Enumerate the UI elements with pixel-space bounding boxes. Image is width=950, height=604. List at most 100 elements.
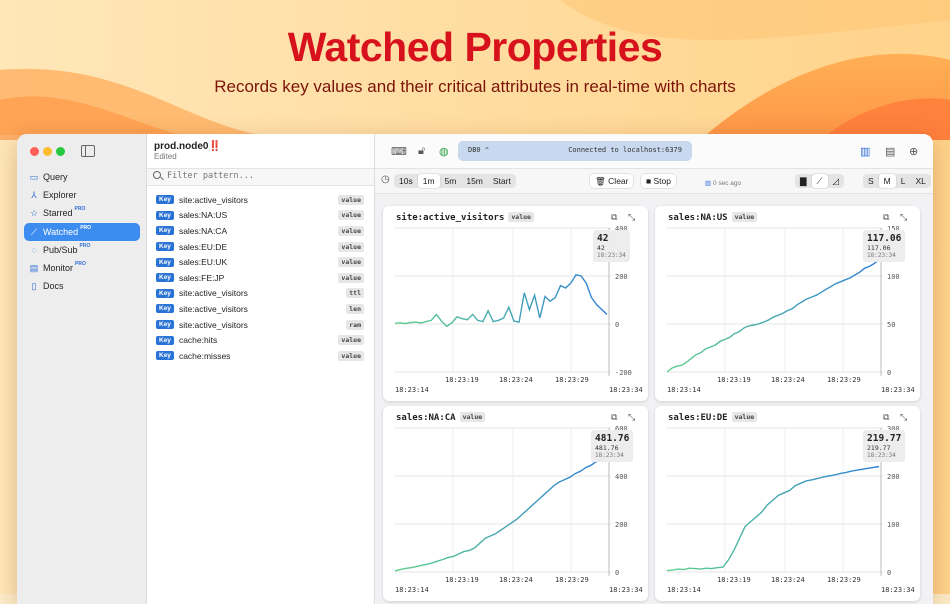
stop-icon: ■ [646,176,652,186]
chart-tag: value [731,212,758,222]
readout-value-small: 219.77 [867,444,891,452]
connection-name[interactable]: prod.node0‼️ [154,141,221,152]
readout-time: 18:23:34 [597,252,626,259]
sidebar-item-label: Starred [43,208,73,219]
star-icon: ☆ [29,208,39,219]
key-row[interactable]: Key sales:NA:CA value [156,223,364,239]
database-label: DB0 ⌃ [468,146,490,154]
minimize-window-button[interactable] [43,147,52,156]
main-area: ⌨ 🔓︎ ◍ DB0 ⌃ Connected to localhost:6379… [375,134,933,604]
readout-time: 18:23:34 [867,452,896,459]
keyboard-icon[interactable]: ⌨ [391,146,407,158]
filter-input[interactable] [167,170,367,182]
key-row[interactable]: Key site:active_visitors value [156,192,364,208]
range-option[interactable]: Start [492,176,511,186]
key-row[interactable]: Key site:active_visitors len [156,301,364,317]
chart-icon: ⟋ [30,226,38,237]
key-row[interactable]: Key sales:FE:JP value [156,270,364,286]
zoom-icon[interactable]: ⊕ [909,146,919,158]
close-window-button[interactable] [30,147,39,156]
duplicate-icon[interactable]: ⧉ [611,212,618,222]
sidebar-item-watched[interactable]: ⟋ Watched PRO [24,222,140,241]
clock-icon: ◷ [381,174,390,185]
sidebar-item-starred[interactable]: ☆ Starred PRO [24,204,140,222]
sidebar-item-monitor[interactable]: ▤ Monitor PRO [24,259,140,277]
key-name: sales:EU:UK [178,257,228,268]
line-chart-icon[interactable]: ⟋ [811,174,828,188]
sidebar-toggle-icon[interactable] [81,145,95,157]
search-icon [153,171,161,179]
range-option[interactable]: 1m [417,174,440,188]
area-chart-icon[interactable]: ◿ [832,176,840,186]
size-option[interactable]: S [868,176,874,186]
sidebar-item-explorer[interactable]: ⅄ Explorer [24,186,140,204]
sidebar-item-docs[interactable]: ▯ Docs [24,277,140,295]
duplicate-icon[interactable]: ⧉ [611,412,618,422]
sidebar-item-pubsub[interactable]: ◌ Pub/Sub PRO [24,241,140,259]
y-tick-label: 300 [887,425,900,433]
readout-value-small: 117.06 [867,244,891,252]
size-selector: S M L XL [863,174,931,188]
database-selector[interactable]: DB0 ⌃ Connected to localhost:6379 [458,141,692,161]
clear-button[interactable]: 🗑︎ Clear [590,174,634,188]
expand-icon[interactable]: ⤡ [628,412,636,422]
lock-icon[interactable]: 🔓︎ [418,145,426,157]
key-row[interactable]: Key sales:EU:DE value [156,239,364,255]
range-option[interactable]: 15m [466,176,483,186]
y-tick-label: 200 [615,273,628,281]
y-tick-label: 600 [615,425,628,433]
key-row[interactable]: Key site:active_visitors ram [156,317,364,333]
key-list: Key site:active_visitors value Key sales:NA:… [156,192,364,364]
chart-tag: value [731,412,758,422]
globe-icon[interactable]: ◍ [439,146,449,158]
signal-icon: ▥ [705,180,712,187]
key-name: site:active_visitors [178,194,248,205]
range-selector: 10s 1m 5m 15m Start [394,174,516,188]
readout-value: 117.06 [867,233,902,244]
readout-time: 18:23:34 [595,452,624,459]
series-line [394,455,608,572]
x-tick-label: 18:23:14 [667,586,701,594]
key-type: value [338,272,364,283]
sidebar-item-query[interactable]: ▭ Query [24,168,140,186]
stats-icon[interactable]: ▥ [860,146,871,158]
chart-tag: value [508,212,534,222]
key-row[interactable]: Key cache:misses value [156,348,364,364]
expand-icon[interactable]: ⤡ [900,212,908,222]
key-row[interactable]: Key sales:EU:UK value [156,254,364,270]
expand-icon[interactable]: ⤡ [900,412,908,422]
key-type: value [338,257,364,268]
size-option[interactable]: M [878,174,896,188]
key-badge: Key [156,257,174,267]
key-name: site:active_visitors [178,288,248,299]
key-badge: Key [156,351,174,361]
y-tick-label: 100 [887,521,900,529]
sidebar-item-label: Explorer [43,190,77,201]
key-badge: Key [156,210,174,220]
line-chart: 0 50 100 150 18:23:14 18:23:19 18:23:24 18:23:2… [666,225,915,394]
query-icon: ▭ [29,172,39,182]
series-line [666,259,880,373]
key-badge: Key [156,226,174,236]
readout-value-small: 481.76 [595,444,619,452]
range-option[interactable]: 5m [444,176,457,186]
key-row[interactable]: Key cache:hits value [156,332,364,348]
size-option[interactable]: L [900,176,906,186]
expand-icon[interactable]: ⤡ [628,212,636,222]
duplicate-icon[interactable]: ⧉ [883,412,890,422]
zoom-window-button[interactable] [56,147,65,156]
size-option[interactable]: XL [915,176,926,186]
x-tick-label: 18:23:34 [881,586,915,594]
bar-chart-icon[interactable]: ▇ [800,176,807,186]
key-row[interactable]: Key sales:NA:US value [156,208,364,224]
key-badge: Key [156,335,174,345]
range-option[interactable]: 10s [399,176,413,186]
stop-button[interactable]: ■ Stop [641,174,677,188]
y-tick-label: 0 [887,569,891,577]
key-row[interactable]: Key site:active_visitors ttl [156,286,364,302]
document-icon[interactable]: ▤ [885,146,896,158]
value-readout: 42 42 18:23:34 [593,230,630,262]
chart-card: sales:NA:US value ⧉ ⤡ 0 50 100 150 18:23:14 18:23… [655,206,920,401]
duplicate-icon[interactable]: ⧉ [883,212,890,222]
x-tick-label: 18:23:19 [445,376,479,384]
